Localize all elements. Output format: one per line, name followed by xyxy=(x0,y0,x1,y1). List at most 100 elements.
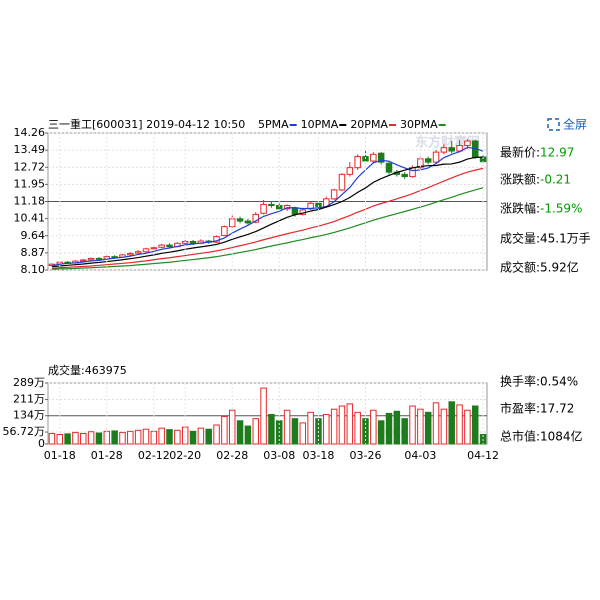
volume-bar xyxy=(346,403,354,445)
volume-bar xyxy=(456,404,463,445)
quote-label: 成交量: xyxy=(500,231,540,246)
volume-bar xyxy=(174,429,181,445)
volume-bar xyxy=(260,387,267,445)
volume-bar xyxy=(213,424,220,445)
volume-bar xyxy=(127,430,134,445)
candle-body xyxy=(87,257,95,261)
candle-body xyxy=(252,213,259,223)
y-tick-label: 11.18 xyxy=(14,195,46,208)
candle-body xyxy=(127,253,134,256)
volume-bar xyxy=(338,405,346,445)
volume-bar xyxy=(80,432,87,445)
volume-bar xyxy=(64,433,71,445)
candle-body xyxy=(370,153,377,162)
candle-body xyxy=(95,257,103,260)
volume-bar xyxy=(87,431,95,445)
candle-body xyxy=(221,226,228,237)
volume-bar xyxy=(370,409,377,445)
volume-bar xyxy=(432,402,440,445)
candle-body xyxy=(464,140,471,146)
x-tick-label: 01-28 xyxy=(91,449,123,462)
y-tick-label: 56.72万 xyxy=(3,425,46,438)
fullscreen-button[interactable]: 全屏 xyxy=(563,117,587,132)
candle-body xyxy=(236,218,244,222)
quote-value: 1084亿 xyxy=(540,429,583,444)
volume-bar xyxy=(197,427,205,445)
candle-body xyxy=(260,203,267,214)
legend-label: 5PMA xyxy=(258,118,289,131)
quote-value: 5.92亿 xyxy=(540,260,579,275)
volume-bar xyxy=(401,418,408,445)
volume-bar xyxy=(330,408,338,445)
volume-bar xyxy=(119,431,126,445)
x-tick-label: 03-18 xyxy=(302,449,334,462)
volume-bar xyxy=(189,430,197,445)
volume-bar xyxy=(377,420,385,445)
candle-body xyxy=(134,251,142,254)
candle-body xyxy=(268,203,275,207)
candle-body xyxy=(338,173,346,191)
candle-body xyxy=(158,244,165,248)
legend-label: 10PMA xyxy=(301,118,339,131)
candle-body xyxy=(448,147,455,152)
x-tick-label: 03-26 xyxy=(350,449,382,462)
quote-label: 总市值: xyxy=(500,429,540,444)
y-tick-label: 8.87 xyxy=(21,246,46,259)
volume-bar xyxy=(221,416,228,445)
y-tick-label: 14.26 xyxy=(14,126,46,139)
quote-value: -1.59% xyxy=(540,202,582,216)
volume-bar xyxy=(440,408,448,445)
x-tick-label: 04-12 xyxy=(467,449,499,462)
y-tick-label: 12.72 xyxy=(14,160,46,173)
x-tick-label: 02-20 xyxy=(169,449,201,462)
y-tick-label: 134万 xyxy=(13,409,45,422)
y-tick-label: 8.10 xyxy=(21,263,46,276)
chart-header: 三一重工[600031] 2019-04-12 10:50 xyxy=(48,117,245,131)
candle-body xyxy=(244,220,252,224)
quote-value: -0.21 xyxy=(540,173,571,187)
candle-body xyxy=(330,189,338,200)
candle-body xyxy=(401,173,408,178)
volume-bar xyxy=(236,420,244,445)
y-tick-label: 13.49 xyxy=(14,143,46,156)
y-tick-label: 11.95 xyxy=(14,177,46,190)
quote-label: 市盈率: xyxy=(500,401,540,416)
volume-bar xyxy=(158,427,165,445)
quote-label: 涨跌额: xyxy=(500,172,540,187)
plot-frame xyxy=(47,382,488,445)
x-tick-label: 02-28 xyxy=(216,449,248,462)
fullscreen-icon[interactable] xyxy=(547,118,560,131)
volume-bar xyxy=(409,405,416,445)
quote-value: 17.72 xyxy=(540,402,574,416)
quote-value: 12.97 xyxy=(540,146,574,160)
quote-value: 0.54% xyxy=(540,375,578,389)
volume-bar xyxy=(111,430,118,445)
volume-bar xyxy=(72,431,79,445)
y-tick-label: 0 xyxy=(38,437,45,450)
ma-line xyxy=(51,146,484,267)
volume-bar xyxy=(166,429,173,445)
ma-line xyxy=(51,156,484,268)
y-tick-label: 289万 xyxy=(13,376,45,389)
volume-bar xyxy=(252,418,259,445)
candle-body xyxy=(424,158,432,163)
volume-bar xyxy=(385,412,393,445)
volume-bar xyxy=(134,429,142,445)
candle-body xyxy=(354,156,361,169)
quote-value: 45.1万手 xyxy=(540,232,591,246)
legend-label: 30PMA xyxy=(400,118,438,131)
y-tick-label: 9.64 xyxy=(21,229,46,242)
ma-line xyxy=(51,187,484,270)
volume-bar xyxy=(268,413,275,445)
candle-body xyxy=(440,147,448,153)
x-tick-label: 04-03 xyxy=(404,449,436,462)
candle-body xyxy=(377,152,385,163)
candle-body xyxy=(346,167,354,175)
volume-bar xyxy=(244,425,252,445)
x-tick-label: 03-08 xyxy=(263,449,295,462)
volume-bar xyxy=(205,428,212,445)
volume-bar xyxy=(283,409,291,445)
candle-body xyxy=(385,162,393,173)
volume-bar xyxy=(142,428,150,445)
